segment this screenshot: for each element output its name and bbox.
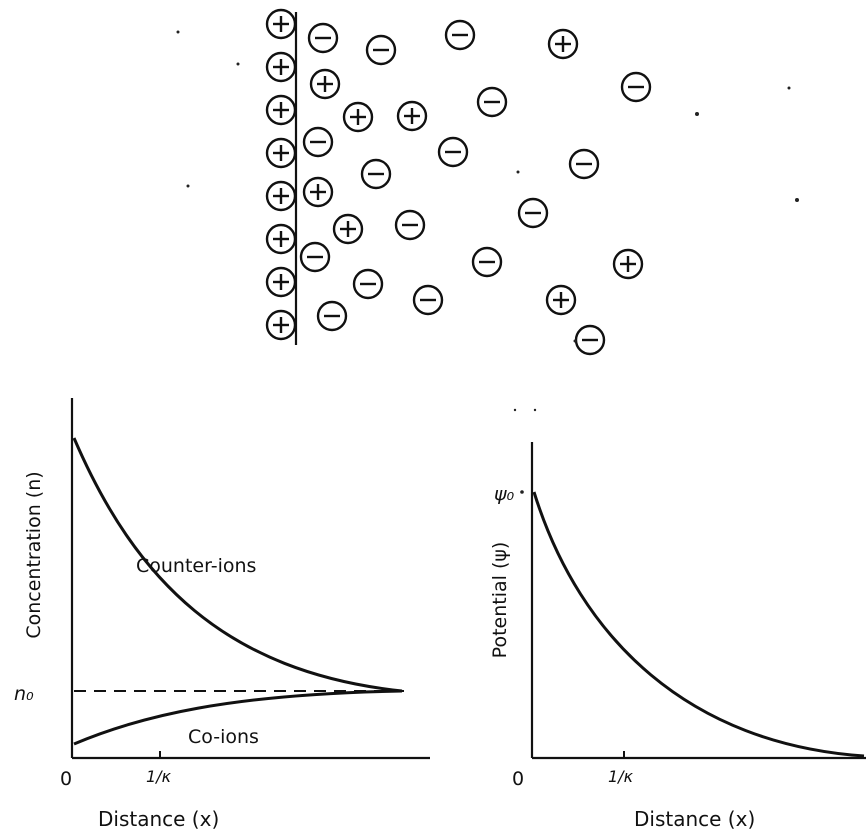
- potential-y-axis-label: Potential (ψ): [489, 542, 511, 659]
- potential-1k-label: 1/κ: [608, 767, 634, 786]
- negative-ion: [307, 22, 339, 54]
- negative-ion: [352, 268, 384, 300]
- surface-positive-charge: [265, 8, 297, 40]
- negative-ion: [476, 86, 508, 118]
- positive-ion: [302, 176, 334, 208]
- scan-specks: [176, 30, 799, 412]
- positive-ion: [309, 68, 341, 100]
- surface-positive-charge: [265, 51, 297, 83]
- positive-ion: [547, 28, 579, 60]
- bulk-concentration-label: n₀: [14, 683, 34, 705]
- negative-ion: [360, 158, 392, 190]
- positive-ion: [612, 248, 644, 280]
- negative-ion: [437, 136, 469, 168]
- surface-positive-charge: [265, 309, 297, 341]
- potential-origin-label: 0: [512, 768, 524, 790]
- co-ions-label: Co-ions: [188, 726, 259, 748]
- concentration-plot: Counter-ions Co-ions n₀ 0 1/κ Distance (…: [14, 398, 430, 831]
- ion-diagram: [176, 8, 799, 412]
- negative-ion: [574, 324, 606, 356]
- concentration-origin-label: 0: [60, 768, 72, 790]
- counter-ions-curve: [72, 437, 403, 693]
- concentration-x-axis-label: Distance (x): [98, 807, 219, 831]
- negative-ion: [471, 246, 503, 278]
- surface-potential-label: ψ₀: [494, 483, 515, 505]
- surface-positive-charge: [265, 180, 297, 212]
- positive-ion: [342, 101, 374, 133]
- positive-ion: [545, 284, 577, 316]
- negative-ion: [620, 71, 652, 103]
- positive-ion: [396, 100, 428, 132]
- negative-ion: [444, 19, 476, 51]
- surface-positive-charge: [265, 137, 297, 169]
- negative-ion: [412, 284, 444, 316]
- negative-ion: [517, 197, 549, 229]
- negative-ion: [316, 300, 348, 332]
- negative-ion: [394, 209, 426, 241]
- negative-ion: [365, 34, 397, 66]
- positive-ion: [332, 213, 364, 245]
- concentration-y-axis-label: Concentration (n): [23, 471, 45, 638]
- solution-ions: [299, 19, 652, 356]
- surface-positive-charge: [265, 94, 297, 126]
- counter-ions-label: Counter-ions: [136, 555, 256, 577]
- potential-curve: [532, 491, 865, 758]
- co-ions-curve: [73, 689, 403, 746]
- potential-plot: ψ₀ 0 1/κ Distance (x) Potential (ψ): [489, 442, 866, 831]
- negative-ion: [302, 126, 334, 158]
- potential-x-axis-label: Distance (x): [634, 807, 755, 831]
- negative-ion: [299, 241, 331, 273]
- concentration-1k-label: 1/κ: [146, 767, 172, 786]
- surface-positive-charge: [265, 223, 297, 255]
- surface-charges: [265, 8, 297, 341]
- negative-ion: [568, 148, 600, 180]
- surface-positive-charge: [265, 266, 297, 298]
